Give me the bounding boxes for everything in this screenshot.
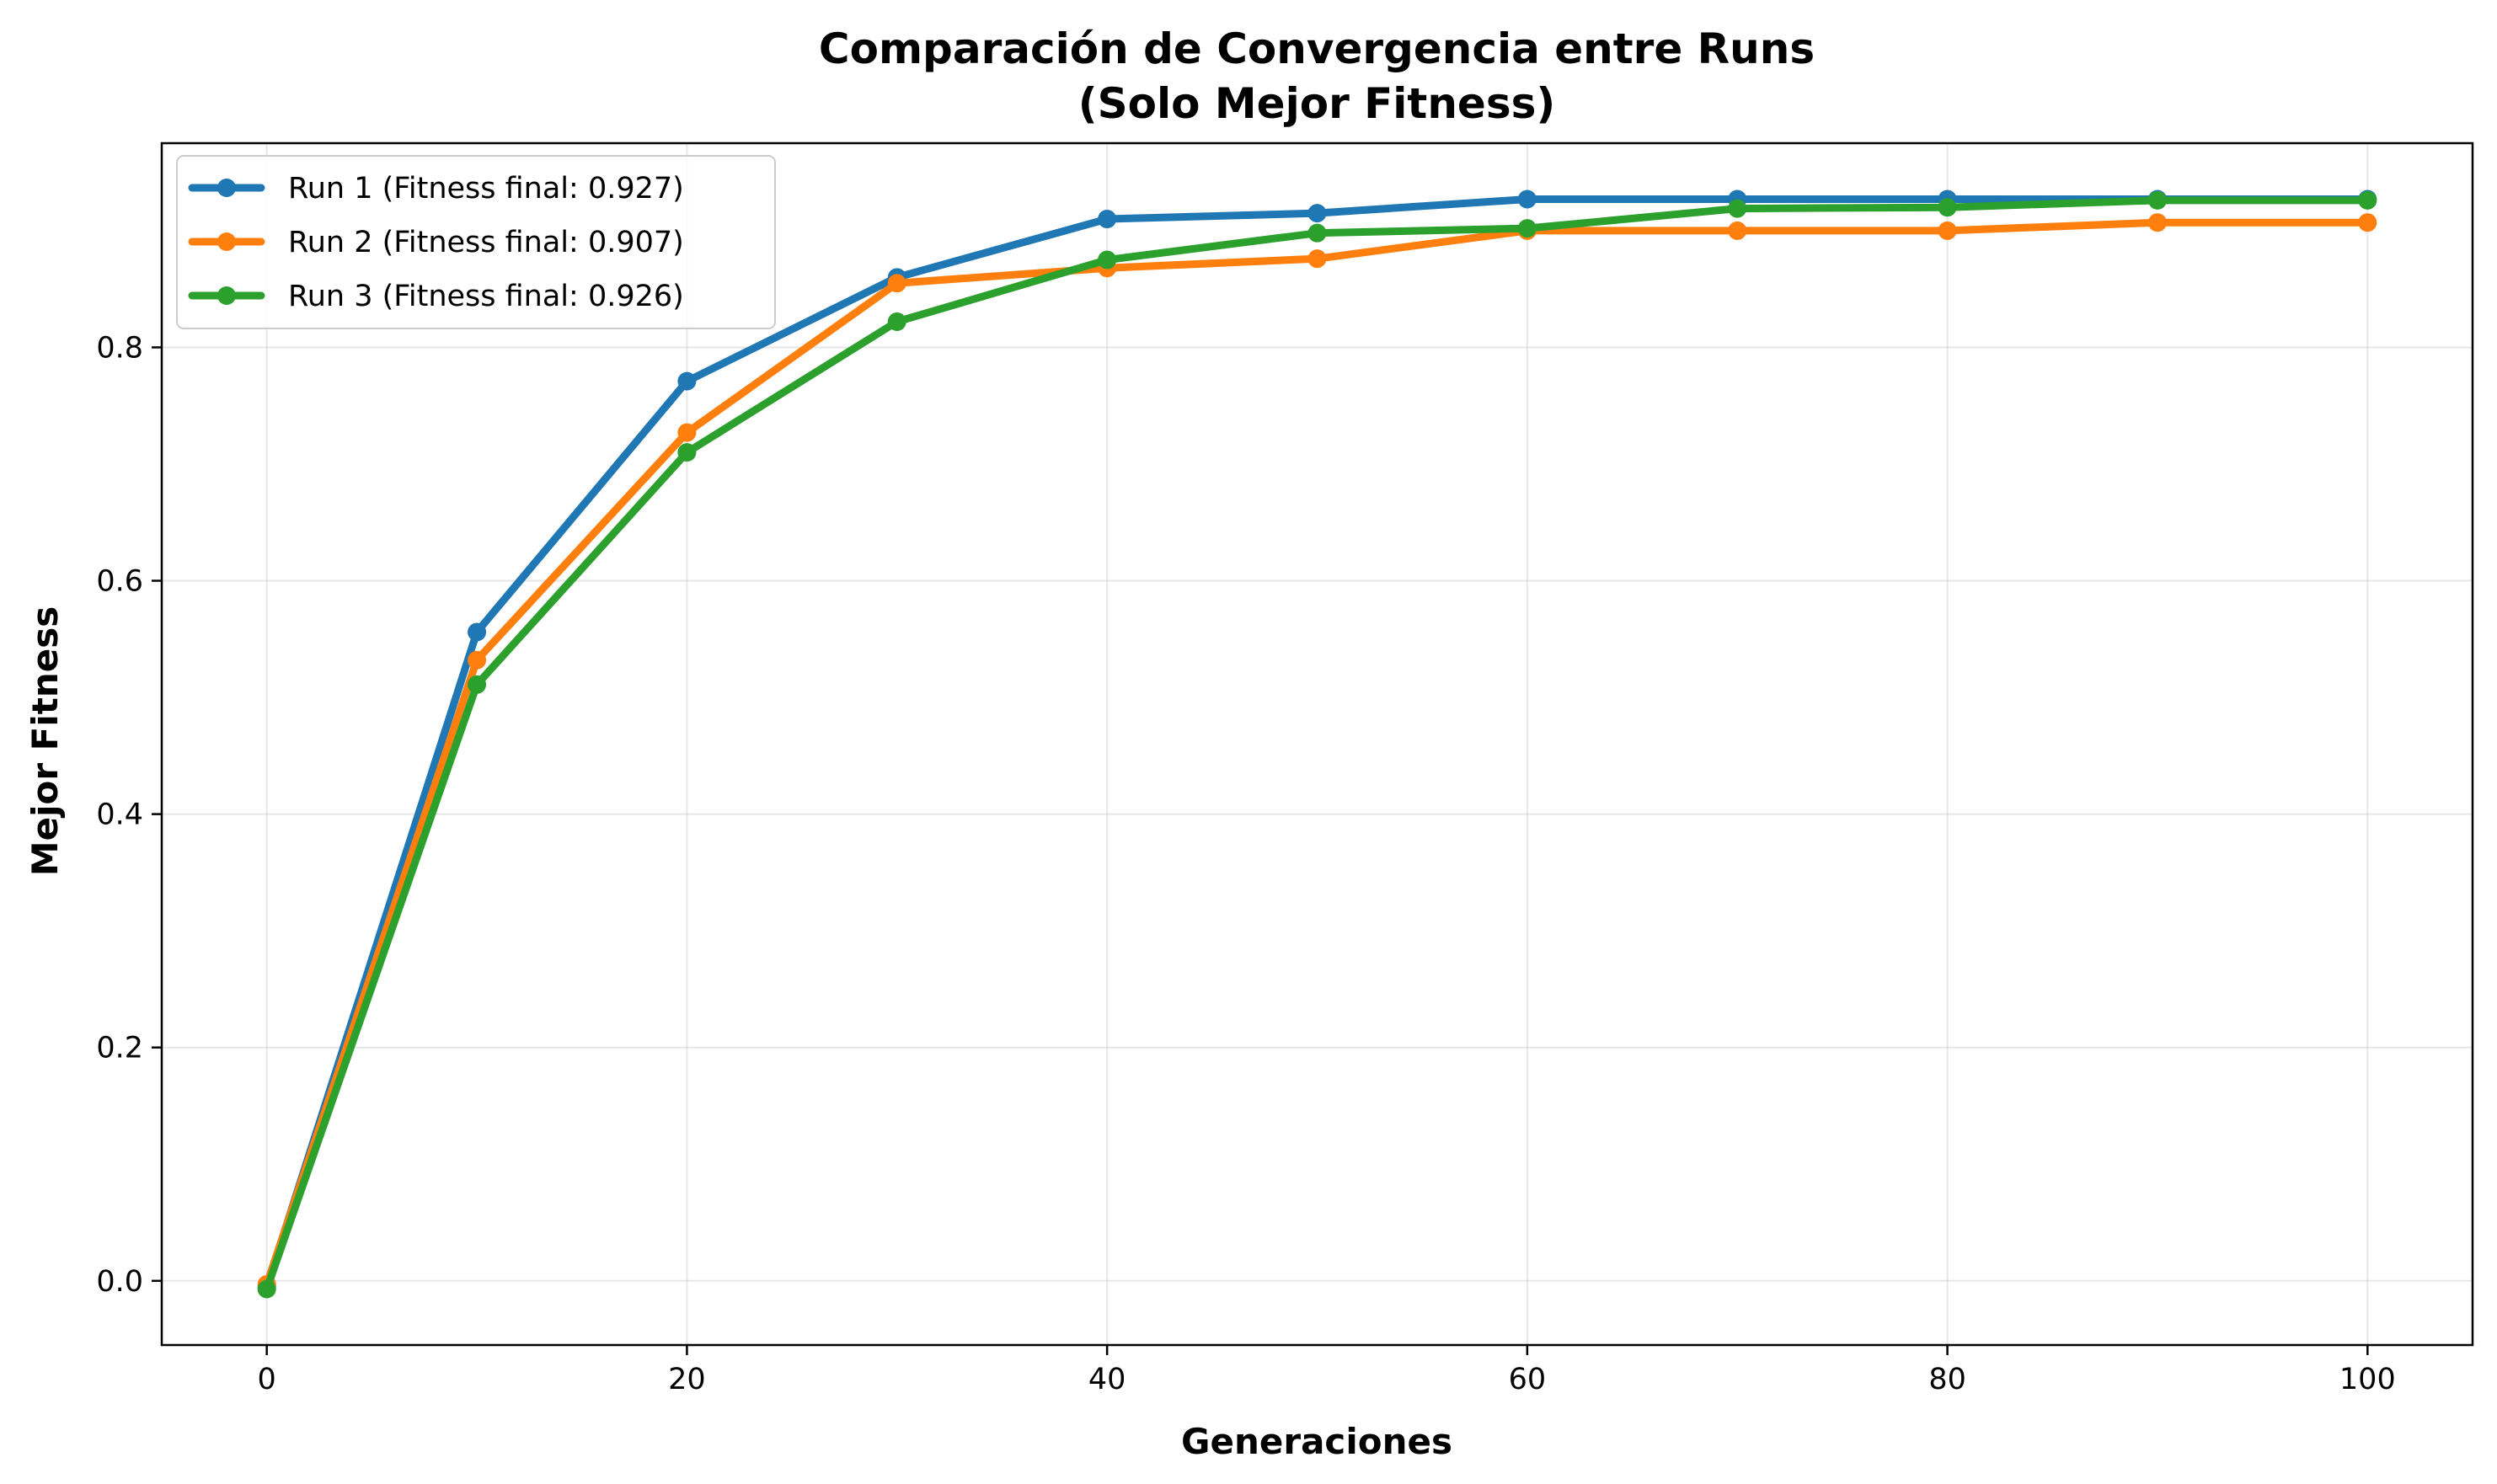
data-point-run-2 [1307, 249, 1327, 269]
x-tick-label: 80 [1928, 1363, 1966, 1396]
legend-entry-label: Run 2 (Fitness final: 0.907) [288, 226, 684, 259]
y-axis-label: Mejor Fitness [24, 606, 66, 876]
data-point-run-2 [1728, 221, 1747, 240]
y-tick-label: 0.8 [96, 331, 143, 365]
chart-title-line-2: (Solo Mejor Fitness) [1078, 79, 1555, 128]
data-point-run-3 [887, 312, 906, 331]
data-point-run-2 [2358, 213, 2377, 232]
data-point-run-3 [468, 675, 487, 694]
y-tick-label: 0.2 [96, 1032, 143, 1065]
legend: Run 1 (Fitness final: 0.927) Run 2 (Fitne… [176, 155, 776, 329]
data-point-run-3 [1517, 219, 1537, 238]
data-point-run-1 [1098, 210, 1117, 229]
y-tick-label: 0.6 [96, 565, 143, 599]
legend-swatch-marker [217, 232, 236, 251]
data-point-run-3 [2358, 190, 2377, 210]
x-tick-label: 100 [2339, 1363, 2396, 1396]
data-point-run-2 [2147, 213, 2167, 232]
data-point-run-3 [1938, 198, 1957, 217]
legend-swatch-marker [217, 286, 236, 305]
data-point-run-2 [468, 650, 487, 670]
data-point-run-3 [1098, 250, 1117, 270]
data-point-run-2 [887, 274, 906, 293]
data-point-run-1 [677, 371, 697, 391]
x-tick-label: 60 [1509, 1363, 1547, 1396]
legend-entry-label: Run 1 (Fitness final: 0.927) [288, 172, 684, 206]
x-tick-label: 40 [1088, 1363, 1126, 1396]
x-tick-label: 20 [668, 1363, 706, 1396]
data-point-run-1 [1517, 190, 1537, 209]
x-axis-label: Generaciones [1181, 1421, 1452, 1462]
data-point-run-3 [2147, 190, 2167, 210]
x-tick-label: 0 [258, 1363, 276, 1396]
legend-swatch-marker [217, 179, 236, 197]
data-point-run-1 [468, 622, 487, 642]
data-point-run-3 [677, 443, 697, 462]
data-point-run-3 [1307, 223, 1327, 243]
legend-box [176, 155, 776, 329]
grid-lines [162, 143, 2473, 1345]
data-point-run-2 [677, 423, 697, 442]
legend-entry-label: Run 3 (Fitness final: 0.926) [288, 280, 684, 313]
data-point-run-3 [257, 1279, 276, 1299]
axis-ticks: 0 20 40 60 80 100 0.0 0.2 0.4 0.6 0.8 [96, 331, 2395, 1396]
plot-frame [160, 141, 2474, 1347]
series-lines [257, 190, 2377, 1299]
y-tick-label: 0.4 [96, 798, 143, 832]
data-point-run-3 [1728, 199, 1747, 218]
data-point-run-1 [1307, 204, 1327, 223]
chart-title-line-1: Comparación de Convergencia entre Runs [819, 24, 1815, 73]
y-tick-label: 0.0 [96, 1265, 143, 1299]
data-point-run-2 [1938, 221, 1957, 240]
